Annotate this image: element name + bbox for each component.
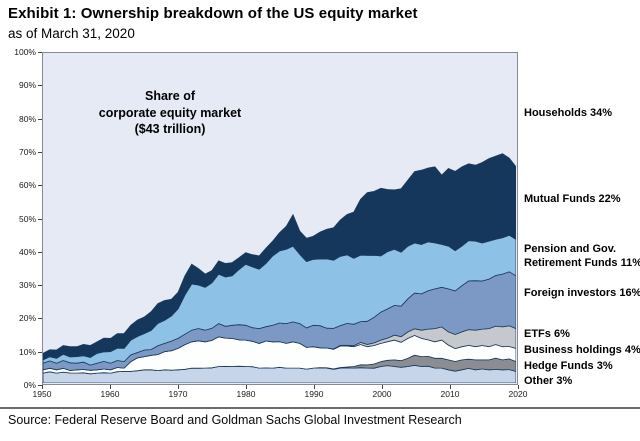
divider-line bbox=[0, 407, 640, 409]
y-axis-tick-label: 10% bbox=[18, 346, 36, 357]
legend-item: Hedge Funds 3% bbox=[524, 360, 613, 374]
legend-item: Foreign investors 16% bbox=[524, 287, 640, 301]
x-axis-tick bbox=[518, 385, 519, 389]
x-axis-tick-label: 2000 bbox=[372, 389, 392, 399]
exhibit-subtitle: as of March 31, 2020 bbox=[8, 26, 135, 41]
y-axis-tick-label: 80% bbox=[18, 113, 36, 124]
y-axis-tick bbox=[38, 385, 42, 386]
legend-label: Other 3% bbox=[524, 375, 573, 387]
stacked-area-chart bbox=[42, 52, 518, 385]
x-axis-tick bbox=[246, 385, 247, 389]
legend-label: Pension and Gov. bbox=[524, 243, 617, 255]
y-axis-tick-label: 70% bbox=[18, 146, 36, 157]
y-axis-tick bbox=[38, 52, 42, 53]
x-axis-tick-label: 2010 bbox=[440, 389, 460, 399]
y-axis-tick-label: 100% bbox=[14, 47, 36, 57]
x-axis-tick-label: 1990 bbox=[304, 389, 324, 399]
x-axis-tick-label: 1960 bbox=[100, 389, 120, 399]
y-axis-tick bbox=[38, 251, 42, 253]
legend-item: Mutual Funds 22% bbox=[524, 193, 621, 207]
y-axis-tick-label: 30% bbox=[18, 280, 36, 291]
y-axis-tick bbox=[38, 285, 42, 287]
x-axis-tick-label: 1970 bbox=[168, 389, 188, 399]
y-axis-tick bbox=[38, 351, 42, 353]
x-axis-tick-label: 2020 bbox=[508, 389, 528, 399]
y-axis-tick bbox=[38, 218, 42, 220]
x-axis-tick bbox=[314, 385, 315, 389]
y-axis-tick-label: 20% bbox=[18, 313, 36, 324]
y-axis-tick-label: 0% bbox=[23, 380, 36, 390]
legend-label: Households 34% bbox=[524, 107, 613, 119]
x-axis-tick bbox=[178, 385, 179, 389]
exhibit-title: Exhibit 1: Ownership breakdown of the US… bbox=[8, 5, 418, 22]
legend-item: Households 34% bbox=[524, 107, 612, 121]
legend-label: Business holdings 4% bbox=[524, 344, 640, 356]
legend-label: Foreign investors 16% bbox=[524, 287, 640, 299]
legend-item: ETFs 6% bbox=[524, 328, 570, 342]
y-axis-tick-label: 60% bbox=[18, 180, 36, 191]
x-axis-tick bbox=[110, 385, 111, 389]
y-axis-tick bbox=[38, 118, 42, 120]
y-axis-tick-label: 50% bbox=[18, 213, 36, 224]
y-axis-tick bbox=[38, 85, 42, 87]
x-axis-tick bbox=[382, 385, 383, 389]
legend-label: Mutual Funds 22% bbox=[524, 193, 621, 205]
legend-label: Hedge Funds 3% bbox=[524, 360, 613, 372]
y-axis-tick bbox=[38, 318, 42, 320]
legend-label: Retirement Funds 11% bbox=[524, 256, 640, 269]
y-axis-tick bbox=[38, 151, 42, 153]
source-text: Source: Federal Reserve Board and Goldma… bbox=[8, 413, 462, 427]
x-axis-tick-label: 1950 bbox=[32, 389, 52, 399]
y-axis-tick-label: 40% bbox=[18, 246, 36, 257]
y-axis-tick-label: 90% bbox=[18, 80, 36, 91]
legend-item: Other 3% bbox=[524, 375, 572, 389]
x-axis-tick-label: 1980 bbox=[236, 389, 256, 399]
y-axis-tick bbox=[38, 185, 42, 187]
x-axis-tick bbox=[42, 385, 43, 389]
area-mutual_funds bbox=[43, 153, 516, 361]
legend-label: ETFs 6% bbox=[524, 328, 570, 340]
chart-canvas bbox=[43, 153, 516, 383]
legend-item: Business holdings 4% bbox=[524, 344, 640, 358]
legend-item: Pension and Gov. Retirement Funds 11% bbox=[524, 243, 640, 270]
x-axis-tick bbox=[450, 385, 451, 389]
